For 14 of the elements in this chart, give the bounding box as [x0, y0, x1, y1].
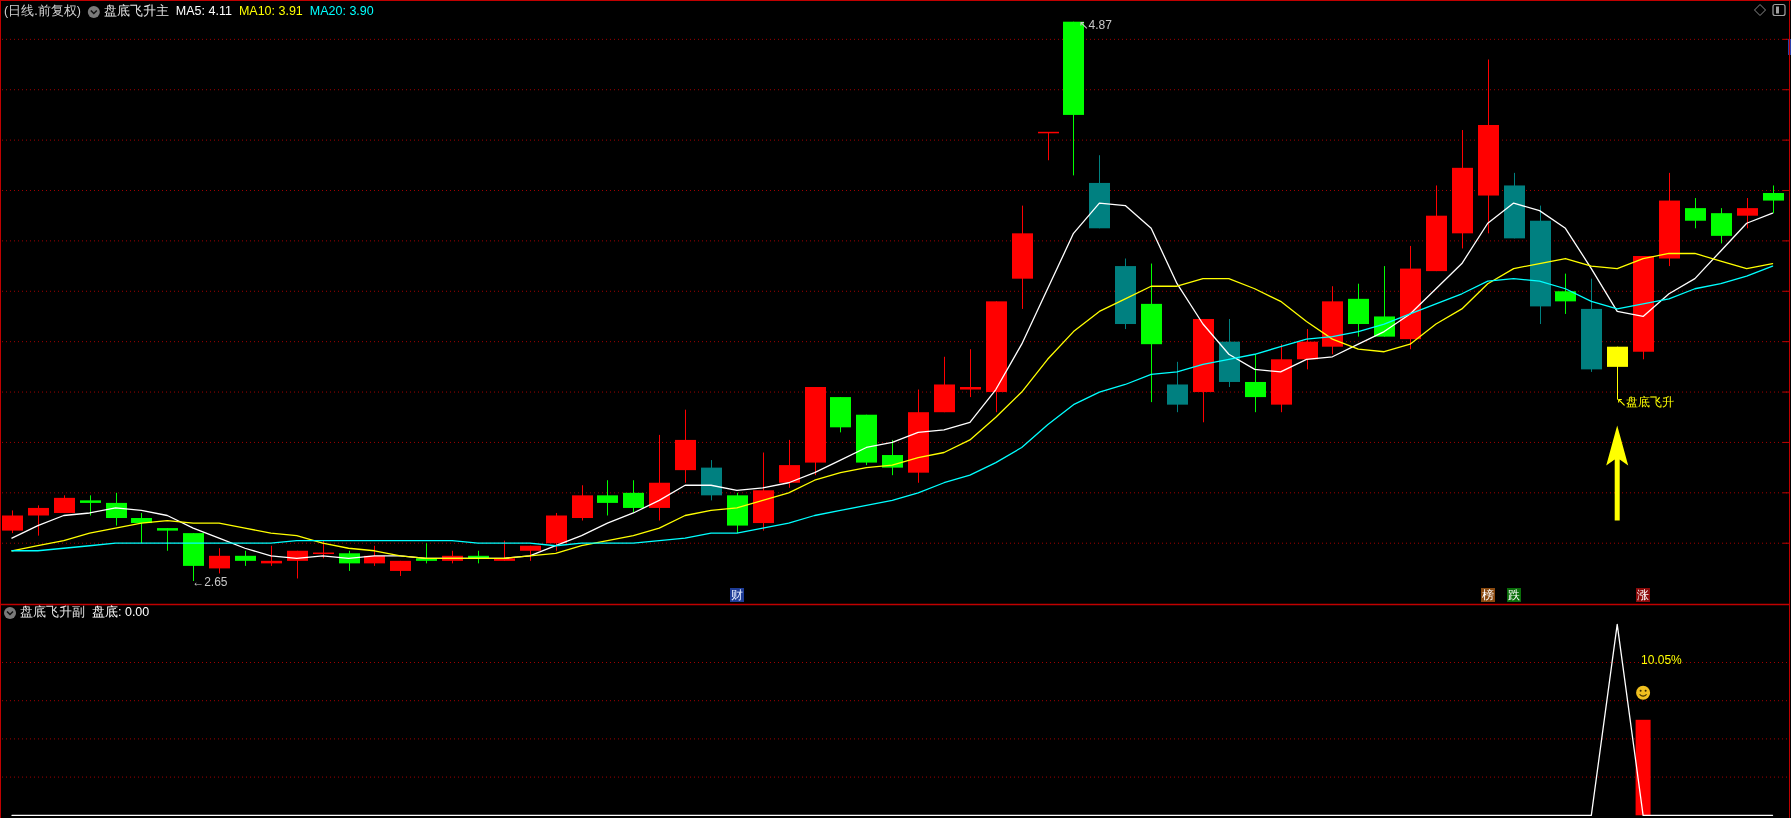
- chart-title: 盘底飞升副: [20, 605, 85, 620]
- annotation: ←2.65: [192, 575, 228, 590]
- annotation: ↖盘底飞升: [1616, 394, 1675, 409]
- event-mark: 榜: [1481, 587, 1495, 602]
- text: MA20: 3.90: [309, 4, 374, 19]
- text: 盘底: 0.00: [92, 605, 150, 620]
- chart-subtitle: 盘底飞升主: [103, 3, 169, 19]
- event-mark: 跌: [1507, 587, 1521, 602]
- event-mark: 财: [730, 587, 744, 602]
- chart-title: (日线.前复权): [4, 4, 81, 19]
- text: MA5: 4.11: [175, 4, 232, 19]
- annotation: 10.05%: [1641, 652, 1683, 667]
- text: MA10: 3.91: [238, 4, 303, 19]
- event-mark: 涨: [1636, 587, 1650, 602]
